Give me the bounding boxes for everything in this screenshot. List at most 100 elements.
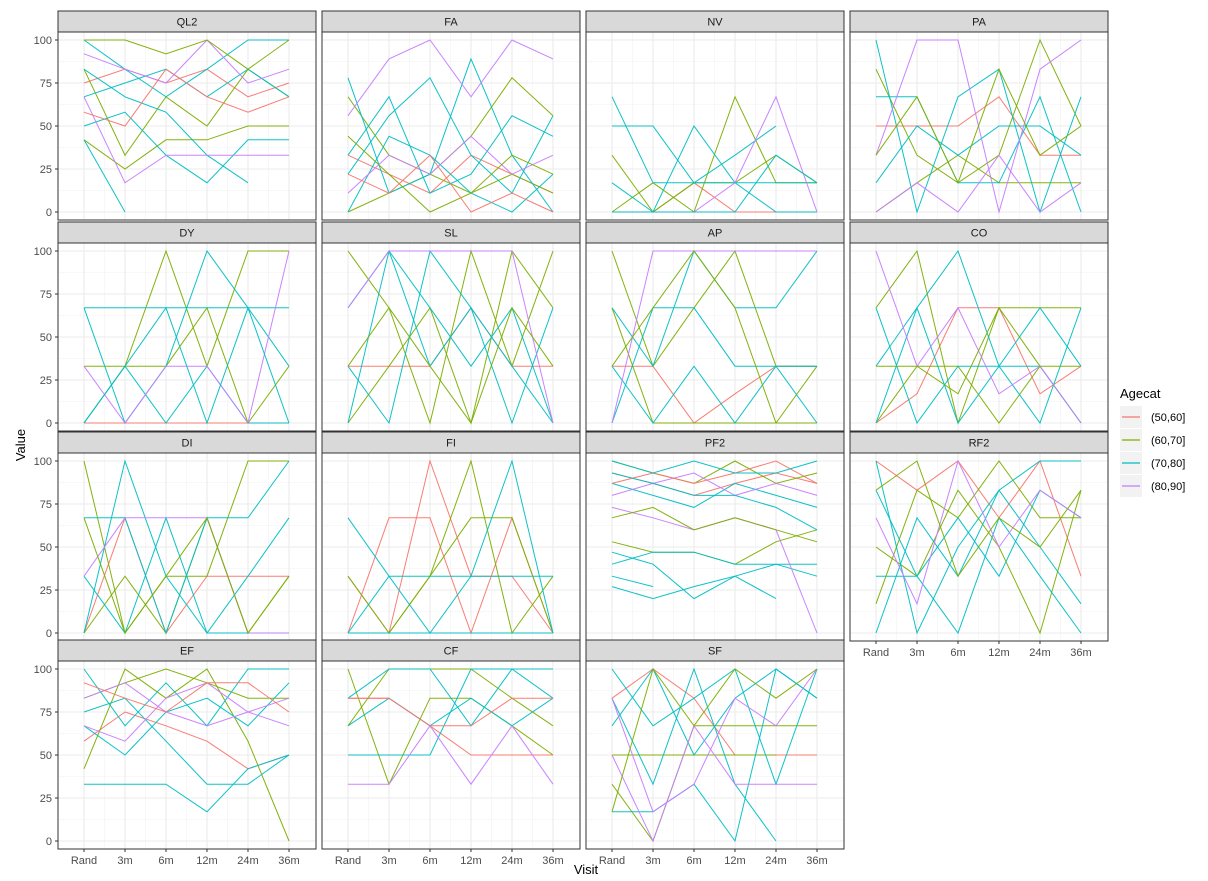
facet-panel-sf: SF Rand 3m 6m 12m 24m 36m [585, 639, 845, 867]
y-tick-label: 50 [40, 542, 52, 554]
facet-strip-label: SL [444, 228, 457, 240]
facet-panel-dy: DY 0 25 50 75 100 [34, 221, 317, 432]
series-line [875, 459, 1082, 606]
y-tick-label: 50 [40, 121, 52, 133]
facet-strip-label: EF [180, 646, 194, 658]
y-tick-label: 75 [40, 78, 52, 90]
x-tick-label: 6m [422, 855, 437, 867]
x-tick-label: 36m [542, 855, 563, 867]
series-line [347, 135, 554, 213]
facet-panel-pf2: PF2 [585, 431, 845, 642]
series-line [347, 250, 554, 424]
series-line [83, 306, 290, 425]
x-tick-label: Rand [335, 855, 361, 867]
x-tick-label: 3m [645, 855, 660, 867]
y-tick-label: 100 [34, 664, 52, 676]
series-line [83, 139, 126, 213]
y-tick-label: 75 [40, 289, 52, 301]
series-line [875, 306, 1082, 425]
series-line [347, 154, 554, 213]
series-line [347, 668, 554, 727]
series-line [875, 249, 1081, 425]
x-tick-label: 24m [765, 855, 786, 867]
series-line [84, 306, 290, 425]
series-line [875, 460, 1082, 578]
series-line [83, 249, 290, 425]
panel-border [849, 242, 1109, 432]
panel-border [321, 242, 581, 432]
facet-strip-label: PF2 [705, 438, 725, 450]
series-line [348, 697, 553, 727]
facet-panel-di: DI 0 25 50 75 100 [34, 431, 317, 642]
facet-strip-label: CF [444, 646, 459, 658]
facet-strip-label: DI [182, 438, 193, 450]
x-tick-label: 3m [909, 647, 924, 659]
series-line [611, 250, 817, 424]
facet-strip-label: NV [707, 17, 723, 29]
legend-label: (70,80] [1151, 458, 1185, 470]
facet-strip-label: AP [708, 228, 723, 240]
legend-title: Agecat [1120, 386, 1161, 401]
series-line [876, 306, 1081, 395]
y-axis-title: Value [13, 429, 28, 461]
x-axis-title: Visit [574, 862, 599, 877]
y-tick-label: 50 [40, 332, 52, 344]
series-line [611, 667, 777, 842]
y-tick-label: 25 [40, 164, 52, 176]
y-tick-label: 25 [40, 375, 52, 387]
series-line [875, 489, 1082, 635]
series-line [611, 575, 654, 588]
facet-strip-label: RF2 [969, 438, 990, 450]
series-line [611, 551, 818, 577]
series-line [611, 551, 817, 600]
series-line [875, 154, 1082, 213]
series-line [875, 67, 1082, 185]
series-line [611, 724, 817, 843]
series-line [83, 517, 289, 634]
legend-label: (60,70] [1151, 435, 1185, 447]
y-tick-label: 0 [46, 207, 52, 219]
x-tick-label: 6m [950, 647, 965, 659]
series-line [611, 668, 818, 756]
series-line [83, 111, 289, 184]
series-line [347, 306, 554, 425]
series-line [347, 135, 554, 194]
x-tick-label: 12m [988, 647, 1009, 659]
y-tick-label: 0 [46, 418, 52, 430]
series-line [876, 96, 1081, 156]
facet-strip-label: CO [971, 228, 988, 240]
x-tick-label: 24m [1029, 647, 1050, 659]
series-line [83, 516, 290, 635]
facet-strip-label: DY [179, 228, 195, 240]
x-tick-label: 36m [278, 855, 299, 867]
series-line [875, 249, 1082, 368]
y-tick-label: 25 [40, 585, 52, 597]
series-line [83, 668, 289, 727]
series-line [611, 472, 818, 531]
series-line [611, 307, 818, 424]
series-line [611, 96, 817, 184]
series-line [348, 724, 554, 786]
series-line [611, 365, 818, 424]
series-line [83, 68, 249, 184]
series-line [83, 682, 290, 756]
series-line [347, 697, 554, 727]
series-line [347, 76, 554, 194]
series-line [83, 697, 290, 785]
y-tick-label: 75 [40, 499, 52, 511]
x-tick-label: 12m [724, 855, 745, 867]
series-line [347, 39, 554, 116]
facet-panel-ap: AP [585, 221, 845, 432]
facet-strip-label: FI [446, 438, 456, 450]
series-line [347, 135, 554, 213]
series-line [347, 668, 553, 727]
series-line [875, 125, 1082, 184]
series-line [611, 506, 818, 543]
series-line [611, 460, 818, 474]
series-line [875, 460, 1081, 604]
facet-strip-label: SF [708, 646, 722, 658]
series-line [347, 575, 553, 634]
facet-panel-ef: EF 0 25 50 75 100 Rand 3m 6m 12m 24m 36m [34, 639, 317, 867]
series-line [83, 682, 290, 742]
